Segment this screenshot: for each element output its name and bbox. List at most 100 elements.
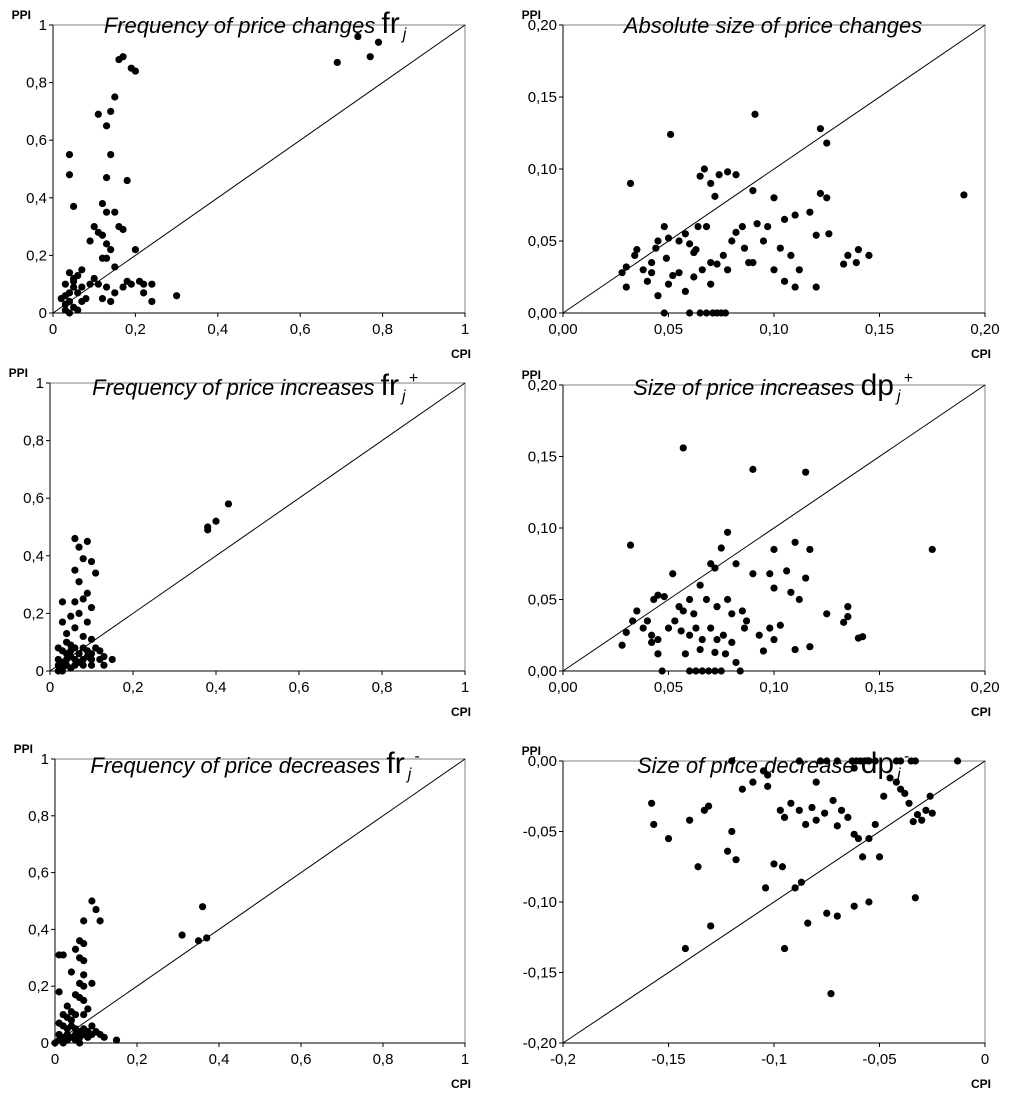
data-point (107, 151, 115, 159)
data-point (766, 624, 774, 632)
data-point (648, 259, 656, 267)
data-point (679, 607, 687, 615)
data-point (90, 274, 98, 283)
data-point (119, 53, 127, 61)
data-point (859, 853, 867, 861)
data-point (65, 289, 74, 297)
data-point (119, 283, 127, 291)
data-point (918, 816, 926, 824)
chart-panel-frequency-of-price-increases: 0 0,2 0,4 0,6 0,8 1 0 0,2 0,4 0,6 0,8 1 PPI CPI Freque… (9, 366, 471, 719)
x-tick-label: 0 (981, 1051, 989, 1068)
diagonal-reference-line (49, 382, 466, 672)
x-tick-label: 0,2 (123, 679, 144, 696)
y-tick-label: 0 (41, 1035, 49, 1052)
data-point (795, 757, 803, 765)
x-tick-label: 0,4 (207, 321, 228, 338)
data-point (740, 624, 749, 632)
data-point (70, 202, 78, 211)
y-tick-label: 0,15 (528, 89, 557, 106)
data-point (111, 263, 119, 271)
data-point (87, 604, 96, 612)
chart-title: Size of price increases dp j+ (633, 369, 913, 405)
data-point (102, 208, 111, 216)
data-point (67, 612, 75, 620)
data-point (71, 534, 79, 543)
data-point (131, 246, 139, 254)
data-point (901, 789, 909, 798)
x-tick-label: 0,15 (865, 321, 894, 338)
x-tick-label: 0,2 (127, 1051, 148, 1068)
data-point (686, 631, 694, 639)
data-point (770, 584, 778, 592)
data-point (51, 1039, 59, 1047)
data-point (648, 799, 656, 807)
data-point (960, 191, 968, 199)
diagonal-reference-line (562, 24, 986, 314)
data-point (692, 667, 700, 675)
data-point (681, 944, 689, 953)
x-axis-label: CPI (451, 1077, 471, 1091)
data-point (96, 917, 104, 925)
x-tick-label: 0,20 (970, 679, 999, 696)
data-point (740, 244, 749, 252)
y-tick-label: 0,10 (528, 161, 557, 178)
data-point (212, 517, 220, 525)
data-point (892, 778, 900, 786)
data-point (654, 292, 662, 300)
y-tick-label: -0,10 (523, 894, 557, 911)
x-tick-label: -0,05 (862, 1051, 896, 1068)
data-point (770, 194, 778, 202)
data-point (928, 809, 936, 817)
data-point (770, 266, 778, 274)
data-point (224, 500, 233, 508)
data-point (67, 1016, 75, 1024)
data-point (70, 277, 78, 285)
data-point (74, 289, 82, 297)
data-point (92, 905, 100, 914)
data-point (749, 465, 757, 473)
data-point (717, 667, 725, 675)
x-tick-label: 0,4 (206, 679, 227, 696)
data-point (823, 139, 831, 147)
data-point (865, 898, 873, 906)
data-point (696, 172, 704, 180)
data-point (833, 757, 841, 765)
data-point (194, 937, 203, 945)
data-point (667, 130, 675, 139)
data-point (618, 641, 626, 649)
data-point (833, 822, 841, 830)
data-point (787, 799, 795, 807)
y-tick-label: 0,00 (528, 663, 557, 680)
x-tick-label: 0 (51, 1051, 59, 1068)
data-point (686, 309, 694, 317)
data-point (78, 283, 86, 291)
data-point (823, 757, 831, 765)
data-point (111, 93, 119, 101)
data-point (776, 244, 784, 252)
data-point (662, 254, 670, 262)
x-tick-label: 0,00 (548, 679, 577, 696)
data-point (713, 603, 721, 611)
data-point (658, 667, 666, 675)
data-point (98, 295, 107, 303)
x-tick-label: 1 (461, 321, 469, 338)
data-point (823, 194, 831, 202)
data-point (626, 179, 635, 187)
data-point (865, 834, 873, 843)
data-point (780, 813, 789, 822)
data-point (865, 251, 873, 259)
y-tick-label: 0,8 (23, 433, 44, 450)
data-point (702, 309, 711, 317)
data-point (707, 259, 715, 267)
data-point (204, 526, 212, 534)
x-tick-label: 1 (461, 1051, 469, 1068)
data-point (626, 541, 635, 549)
data-point (791, 884, 799, 892)
data-point (75, 609, 83, 618)
data-point (802, 820, 810, 829)
data-point (823, 909, 831, 917)
data-point (723, 266, 732, 274)
data-point (71, 945, 80, 953)
data-point (751, 110, 759, 118)
y-tick-label: 0,2 (26, 247, 47, 264)
